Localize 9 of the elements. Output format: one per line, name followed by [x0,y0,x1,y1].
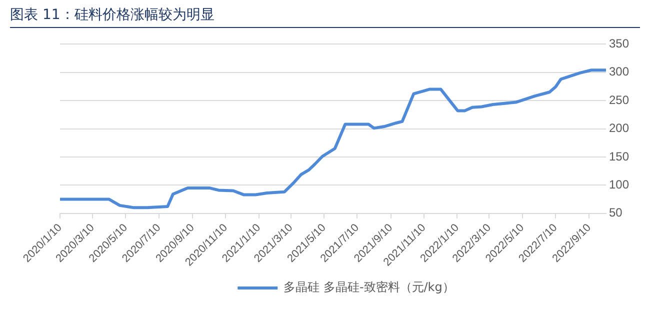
y-tick-label: 350 [608,36,630,51]
y-tick-label: 100 [608,177,630,192]
y-tick-label: 300 [608,64,630,79]
y-tick-label: 50 [608,206,623,220]
y-tick-label: 250 [608,92,630,107]
legend-label: 多晶硅 多晶硅-致密料（元/kg） [284,280,454,294]
chart-title: 图表 11：硅料价格涨幅较为明显 [10,6,640,28]
y-tick-label: 150 [608,149,630,164]
y-tick-label: 200 [608,121,630,136]
